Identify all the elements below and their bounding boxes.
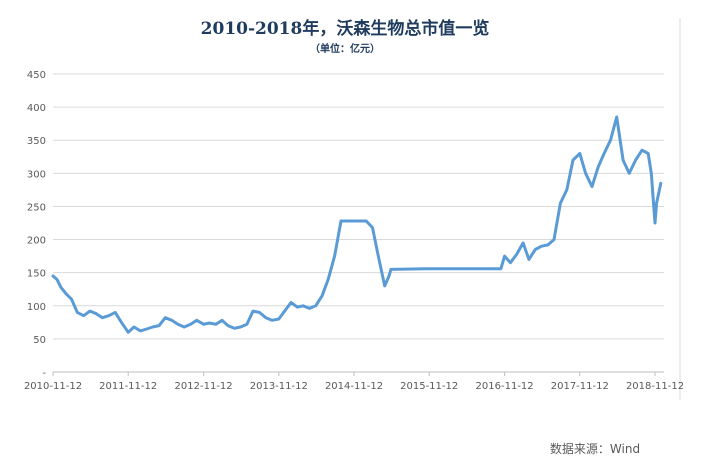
x-tick-label: 2017-11-12 bbox=[551, 381, 609, 392]
y-tick-label: 350 bbox=[27, 136, 46, 147]
x-tick-label: 2013-11-12 bbox=[250, 381, 308, 392]
y-tick-label: 250 bbox=[27, 202, 46, 213]
x-tick-label: 2014-11-12 bbox=[325, 381, 383, 392]
x-axis-ticks: 2010-11-12 2011-11-12 2012-11-12 2013-11-12… bbox=[24, 372, 684, 392]
y-tick-label: 50 bbox=[33, 335, 46, 346]
gridlines bbox=[53, 73, 664, 340]
x-tick-label: 2011-11-12 bbox=[99, 381, 157, 392]
y-tick-label: 400 bbox=[27, 103, 46, 114]
x-tick-label: 2015-11-12 bbox=[400, 381, 458, 392]
source-note: 数据来源：Wind bbox=[550, 441, 640, 456]
series-line bbox=[51, 115, 663, 334]
y-tick-label: 300 bbox=[27, 169, 46, 180]
chart-title: 2010-2018年，沃森生物总市值一览 bbox=[201, 18, 490, 39]
x-tick-label: 2012-11-12 bbox=[175, 381, 233, 392]
y-tick-label: 150 bbox=[27, 269, 46, 280]
y-axis-ticks: - 50 100 150 200 250 300 350 400 450 bbox=[27, 70, 46, 379]
series-group bbox=[51, 115, 663, 334]
chart-subtitle: （单位：亿元） bbox=[310, 42, 380, 55]
x-tick-label: 2010-11-12 bbox=[24, 381, 82, 392]
y-tick-label: - bbox=[42, 368, 46, 379]
y-tick-label: 100 bbox=[27, 302, 46, 313]
y-tick-label: 200 bbox=[27, 236, 46, 247]
y-tick-label: 450 bbox=[27, 70, 46, 81]
x-tick-label: 2018-11-12 bbox=[626, 381, 684, 392]
x-tick-label: 2016-11-12 bbox=[476, 381, 534, 392]
